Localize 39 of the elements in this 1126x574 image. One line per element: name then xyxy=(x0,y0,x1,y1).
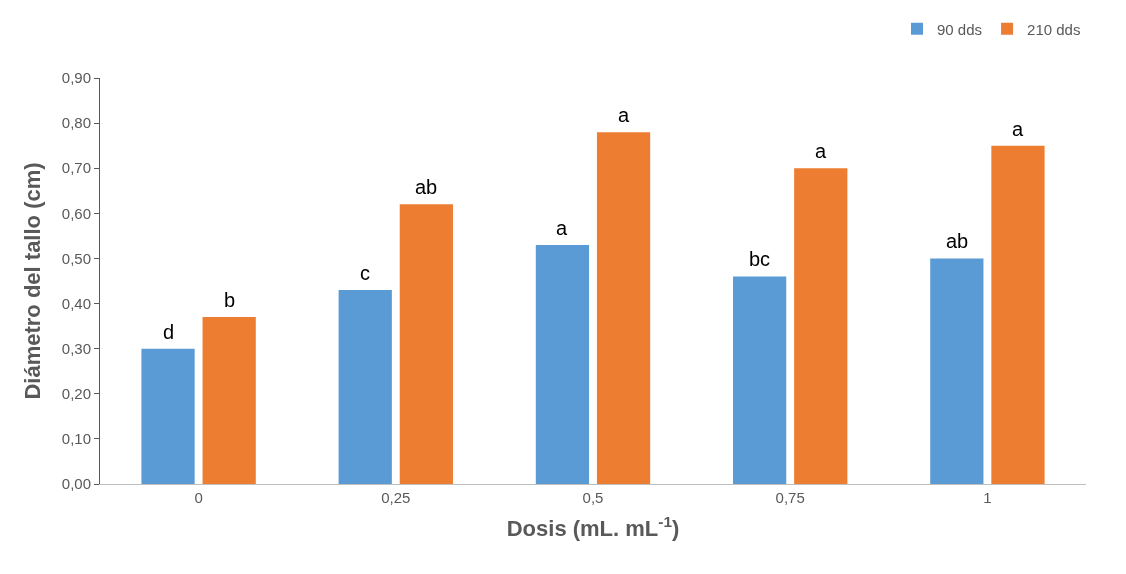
annotation: d xyxy=(163,321,175,343)
legend-label: 90 dds xyxy=(937,20,983,38)
x-axis-title: Dosis (mL. mL$^{-1}$) xyxy=(506,512,680,541)
y-tick-label: 0,20 xyxy=(61,385,91,403)
y-tick-label: 0,40 xyxy=(61,294,91,312)
annotation: ab xyxy=(415,176,438,198)
y-tick-label: 0,50 xyxy=(61,249,91,267)
bar xyxy=(399,204,453,484)
y-axis-title: Diámetro del tallo (cm) xyxy=(19,162,45,400)
y-tick-label: 0,70 xyxy=(61,159,91,177)
legend-label: 210 dds xyxy=(1027,20,1081,38)
bar xyxy=(794,168,848,484)
bar xyxy=(596,132,651,484)
y-tick-label: 0,10 xyxy=(61,430,91,448)
annotation: b xyxy=(224,289,236,311)
annotation: a xyxy=(556,217,568,239)
bar xyxy=(141,348,195,484)
y-tick-label: 0,30 xyxy=(61,339,91,357)
annotation: a xyxy=(1012,118,1024,140)
y-tick-label: 0,90 xyxy=(61,69,91,87)
bar xyxy=(202,317,256,484)
x-tick-label: 0,25 xyxy=(381,489,411,506)
bar xyxy=(535,244,590,484)
annotation: ab xyxy=(946,230,969,252)
x-tick-label: 0 xyxy=(194,489,203,506)
x-tick-label: 0,5 xyxy=(582,489,604,506)
annotation: a xyxy=(618,104,630,126)
x-tick-label: 1 xyxy=(983,489,992,506)
annotation: a xyxy=(815,140,827,162)
bar xyxy=(733,276,787,484)
bar xyxy=(338,290,392,484)
y-tick-label: 0,00 xyxy=(61,475,91,493)
y-tick-label: 0,60 xyxy=(61,204,91,222)
y-tick-label: 0,80 xyxy=(61,114,91,132)
annotation: c xyxy=(360,262,370,284)
x-tick-label: 0,75 xyxy=(775,489,805,506)
bar xyxy=(930,258,984,484)
annotation: bc xyxy=(749,248,771,270)
bar xyxy=(991,145,1045,484)
